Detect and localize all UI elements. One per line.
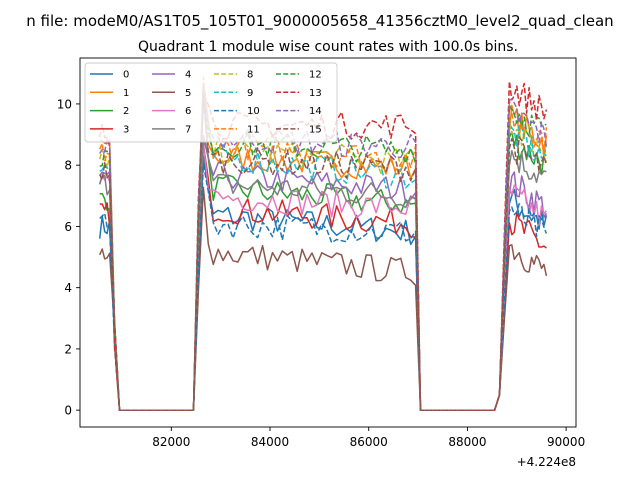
legend-label-7: 7 xyxy=(185,125,191,136)
suptitle: n file: modeM0/AS1T05_105T01_9000005658_… xyxy=(26,12,613,31)
legend-label-11: 11 xyxy=(247,125,260,136)
legend-label-12: 12 xyxy=(309,70,322,81)
legend-label-8: 8 xyxy=(247,70,253,81)
legend-label-6: 6 xyxy=(185,106,191,117)
legend-label-0: 0 xyxy=(123,70,129,81)
plot-frame xyxy=(79,57,577,428)
x-tick-label: 90000 xyxy=(547,435,585,449)
legend-label-15: 15 xyxy=(309,125,322,136)
legend-label-9: 9 xyxy=(247,88,253,99)
x-offset-label: +4.224e8 xyxy=(517,455,576,469)
y-tick-label: 8 xyxy=(64,159,72,173)
x-tick-label: 82000 xyxy=(152,435,190,449)
legend-label-13: 13 xyxy=(309,88,322,99)
x-tick-label: 84000 xyxy=(251,435,289,449)
y-tick-label: 0 xyxy=(64,404,72,418)
legend-label-1: 1 xyxy=(123,88,129,99)
x-tick-label: 86000 xyxy=(350,435,388,449)
legend-label-5: 5 xyxy=(185,88,191,99)
axis-ticks: 82000 84000 86000 88000 90000 0 2 4 6 8 10 xyxy=(57,97,586,449)
legend-label-2: 2 xyxy=(123,106,129,117)
legend-label-10: 10 xyxy=(247,106,260,117)
chart-title: Quadrant 1 module wise count rates with … xyxy=(138,39,518,55)
y-tick-label: 4 xyxy=(64,281,72,295)
legend-label-14: 14 xyxy=(309,106,322,117)
series-line-15 xyxy=(99,91,548,411)
x-tick-label: 88000 xyxy=(448,435,486,449)
legend-label-4: 4 xyxy=(185,70,191,81)
y-tick-label: 6 xyxy=(64,220,72,234)
y-tick-label: 10 xyxy=(57,97,72,111)
y-tick-label: 2 xyxy=(64,342,72,356)
legend-box xyxy=(84,62,338,143)
legend-label-3: 3 xyxy=(123,125,129,136)
